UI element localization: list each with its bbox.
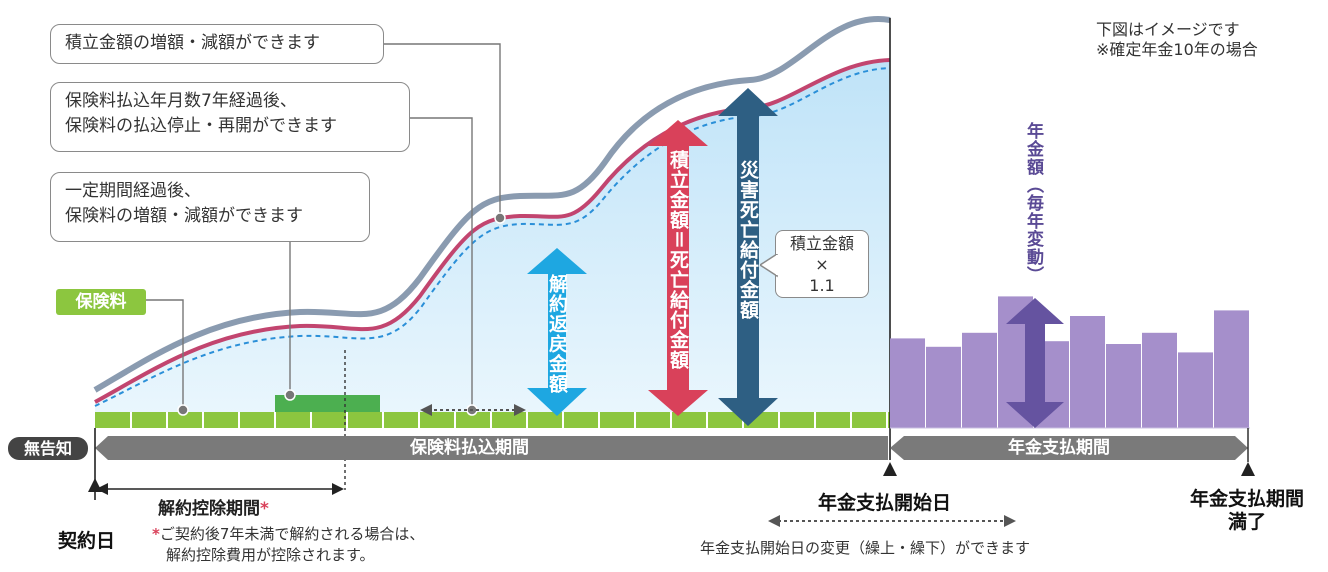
disaster-benefit-arrow xyxy=(718,88,778,426)
annuity-bar xyxy=(926,346,961,428)
callout-suspend-resume: 保険料払込年月数7年経過後、 保険料の払込停止・再開ができます xyxy=(50,82,410,152)
surrender-value-arrow xyxy=(527,248,587,416)
leader-dot-increase xyxy=(494,212,506,224)
annuity-period-label: 年金支払期間 xyxy=(1008,438,1110,458)
leader-line-increase xyxy=(384,43,501,215)
note-line-1: 下図はイメージです xyxy=(1096,20,1240,39)
no-notice-label: 無告知 xyxy=(23,439,72,458)
footnote-line-2: 解約控除費用が控除されます。 xyxy=(152,545,424,566)
multiplier-box: 積立金額 × 1.1 xyxy=(775,230,869,298)
annuity-end-line-2: 満了 xyxy=(1227,511,1266,533)
surrender-value-label: 解約返戻金額 xyxy=(546,274,568,394)
multiplier-pointer xyxy=(760,254,780,278)
multiplier-line-1: 積立金額 xyxy=(789,234,854,253)
annuity-bar xyxy=(890,338,925,428)
annuity-start-change-arrow-right-head xyxy=(1004,515,1016,527)
annuity-bar xyxy=(1070,316,1105,428)
increased-premium-block xyxy=(275,395,380,412)
annuity-end-label: 年金支払期間 満了 xyxy=(1182,488,1312,534)
annuity-bar xyxy=(962,332,997,428)
annuity-start-marker xyxy=(883,462,897,476)
annuity-bars xyxy=(890,296,1249,428)
leader-line-premium-tag xyxy=(146,299,184,408)
accumulated-value-label: 積立金額＝死亡給付金額 xyxy=(667,150,689,370)
callout-premium-line-2: 保険料の増額・減額ができます xyxy=(65,206,303,226)
payment-period-label: 保険料払込期間 xyxy=(410,438,529,458)
note-line-2: ※確定年金10年の場合 xyxy=(1096,40,1258,59)
footnote-text-2: 解約控除費用が控除されます。 xyxy=(166,546,375,564)
contract-date-label: 契約日 xyxy=(58,530,116,552)
callout-suspend-line-2: 保険料の払込停止・再開ができます xyxy=(65,116,337,136)
annuity-bar xyxy=(1106,344,1141,428)
callout-suspend-line-1: 保険料払込年月数7年経過後、 xyxy=(65,91,297,111)
accumulated-value-arrow xyxy=(648,120,708,416)
annuity-start-change-label: 年金支払開始日の変更（繰上・繰下）ができます xyxy=(700,539,1031,557)
annuity-bar xyxy=(1142,332,1177,428)
annuity-start-label: 年金支払開始日 xyxy=(818,492,952,514)
surrender-deduction-arrow-right-head xyxy=(332,483,344,495)
suspend-range-arrow-left-head xyxy=(420,404,432,416)
footnote: *ご契約後7年未満で解約される場合は、 解約控除費用が控除されます。 xyxy=(152,524,424,566)
footnote-line-1: *ご契約後7年未満で解約される場合は、 xyxy=(152,524,424,545)
payment-period-bar xyxy=(95,436,888,460)
annuity-amount-arrow xyxy=(1006,298,1064,428)
accumulated-value-area xyxy=(95,60,890,412)
annuity-bar xyxy=(1178,352,1213,428)
premium-tag: 保険料 xyxy=(56,289,146,315)
leader-dot-premium-tag xyxy=(177,404,189,416)
surrender-deduction-arrow-left-head xyxy=(96,483,108,495)
callout-increase-decrease-text: 積立金額の増額・減額ができます xyxy=(65,33,320,53)
callout-premium-line-1: 一定期間経過後、 xyxy=(65,181,201,201)
annuity-end-line-1: 年金支払期間 xyxy=(1189,488,1304,510)
footnote-mark: * xyxy=(152,525,160,543)
annuity-bar xyxy=(1214,310,1249,428)
suspend-range-arrow-right-head xyxy=(514,404,526,416)
multiplier-line-3: 1.1 xyxy=(809,276,835,295)
leader-line-suspend xyxy=(410,117,473,410)
premium-bar xyxy=(95,412,890,428)
multiplier-line-2: × xyxy=(815,255,829,274)
annuity-end-marker xyxy=(1241,462,1255,476)
surrender-deduction-period-text: 解約控除期間 xyxy=(158,499,260,519)
callout-premium-change: 一定期間経過後、 保険料の増額・減額ができます xyxy=(50,172,370,242)
annuity-period-bar xyxy=(890,436,1248,460)
annuity-start-change-arrow-left-head xyxy=(768,515,780,527)
disaster-benefit-label: 災害死亡給付金額 xyxy=(737,160,759,320)
disaster-benefit-curve xyxy=(93,16,891,393)
footnote-text-1: ご契約後7年未満で解約される場合は、 xyxy=(159,525,425,543)
surrender-deduction-asterisk: * xyxy=(260,499,269,519)
no-notice-badge xyxy=(8,437,88,460)
diagram-note: 下図はイメージです ※確定年金10年の場合 xyxy=(1096,20,1258,60)
annuity-amount-label: 年金額（毎年変動） xyxy=(1023,122,1043,284)
surrender-value-curve xyxy=(94,67,891,407)
surrender-deduction-period-label: 解約控除期間* xyxy=(158,494,269,519)
leader-dot-premium xyxy=(284,389,296,401)
callout-increase-decrease: 積立金額の増額・減額ができます xyxy=(50,24,384,64)
